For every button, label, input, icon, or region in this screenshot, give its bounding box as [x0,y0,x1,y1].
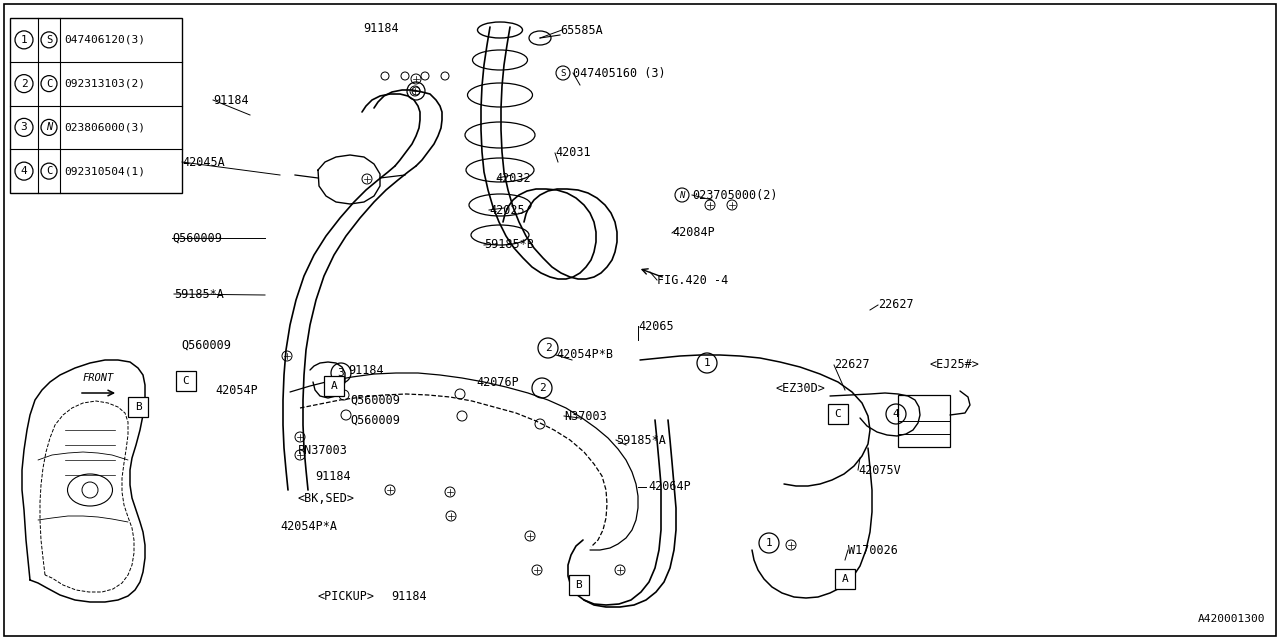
Text: 91184: 91184 [364,22,398,35]
Text: C: C [835,409,841,419]
Text: C: C [46,166,52,176]
Text: 3: 3 [20,122,27,132]
Text: N: N [46,122,52,132]
Bar [177,371,196,391]
Text: 047406120(3): 047406120(3) [64,35,145,45]
Text: 3: 3 [338,368,344,378]
Text: FIG.420 -4: FIG.420 -4 [657,273,728,287]
Text: 65585A: 65585A [561,24,603,36]
Text: <EJ25#>: <EJ25#> [929,358,979,371]
Text: 91184: 91184 [212,93,248,106]
Text: S: S [561,68,566,77]
Text: Q560009: Q560009 [349,413,399,426]
Text: 59185*A: 59185*A [616,433,666,447]
Text: 42045A: 42045A [182,156,225,168]
Text: C: C [183,376,189,386]
Text: B: B [134,402,141,412]
Text: Q560009: Q560009 [349,394,399,406]
Text: Q560009: Q560009 [172,232,221,244]
Bar [899,395,950,447]
Text: W170026: W170026 [849,543,897,557]
Text: 2: 2 [544,343,552,353]
Text: 91184: 91184 [315,470,351,483]
Text: Q560009: Q560009 [180,339,230,351]
Text: FRONT: FRONT [82,373,114,383]
Text: 42084P: 42084P [672,227,714,239]
Text: 4: 4 [20,166,27,176]
Text: 42054P: 42054P [215,383,257,397]
Text: 42065: 42065 [637,319,673,333]
Bar [570,575,589,595]
Text: 42025: 42025 [489,204,525,216]
Text: 047405160 (3): 047405160 (3) [573,67,666,79]
Text: 023705000(2): 023705000(2) [692,189,777,202]
Text: 4: 4 [892,409,900,419]
Text: 1: 1 [704,358,710,368]
Bar [324,376,344,396]
Text: 42076P: 42076P [476,376,518,388]
Text: 22627: 22627 [835,358,869,371]
Text: 092310504(1): 092310504(1) [64,166,145,176]
Text: 1: 1 [765,538,772,548]
Text: B: B [576,580,582,590]
Text: <BK,SED>: <BK,SED> [298,493,355,506]
Text: 59185*A: 59185*A [174,287,224,301]
Bar [10,18,182,193]
Text: 42054P*B: 42054P*B [556,349,613,362]
Text: PN37003: PN37003 [298,444,348,456]
Text: N: N [680,191,685,200]
Text: A: A [842,574,849,584]
Text: 2: 2 [20,79,27,88]
Text: 42064P: 42064P [648,481,691,493]
Bar [828,404,849,424]
Text: A: A [330,381,338,391]
Text: 42054P*A: 42054P*A [280,520,337,532]
Text: 42031: 42031 [556,147,590,159]
Text: 59185*B: 59185*B [484,239,534,252]
Text: S: S [46,35,52,45]
Text: 91184: 91184 [348,364,384,376]
Text: <EZ30D>: <EZ30D> [774,381,824,394]
Text: 1: 1 [20,35,27,45]
Text: A420001300: A420001300 [1198,614,1265,624]
Bar [835,569,855,589]
Text: 42032: 42032 [495,172,531,184]
Text: <PICKUP>: <PICKUP> [317,591,374,604]
Text: 2: 2 [539,383,545,393]
Text: C: C [46,79,52,88]
Text: 42075V: 42075V [858,463,901,477]
Text: 22627: 22627 [878,298,914,312]
Bar [128,397,148,417]
Text: 092313103(2): 092313103(2) [64,79,145,88]
Text: N37003: N37003 [564,410,607,422]
Text: 91184: 91184 [390,591,426,604]
Text: 023806000(3): 023806000(3) [64,122,145,132]
